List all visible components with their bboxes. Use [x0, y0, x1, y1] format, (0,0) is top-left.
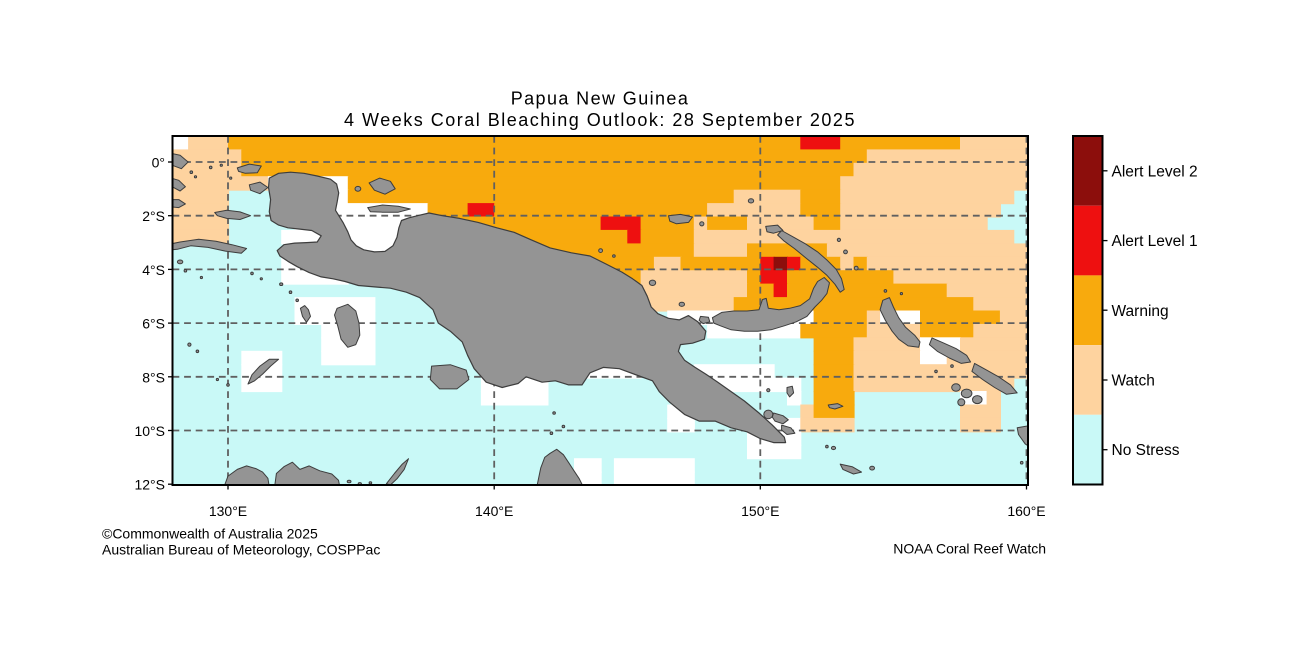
svg-text:150°E: 150°E — [741, 503, 779, 519]
svg-text:160°E: 160°E — [1007, 503, 1045, 519]
svg-text:4°S: 4°S — [142, 262, 165, 278]
svg-text:8°S: 8°S — [142, 369, 165, 385]
svg-text:130°E: 130°E — [209, 503, 247, 519]
svg-text:4 Weeks Coral Bleaching Outloo: 4 Weeks Coral Bleaching Outlook: 28 Sept… — [344, 110, 856, 130]
svg-text:No Stress: No Stress — [1112, 442, 1180, 459]
svg-text:2°S: 2°S — [142, 208, 165, 224]
svg-text:6°S: 6°S — [142, 316, 165, 332]
svg-text:Warning: Warning — [1112, 303, 1169, 320]
svg-text:Alert Level 1: Alert Level 1 — [1112, 233, 1198, 250]
svg-text:Watch: Watch — [1112, 373, 1155, 390]
svg-text:Papua New Guinea: Papua New Guinea — [511, 89, 690, 109]
svg-text:Australian Bureau of Meteorolo: Australian Bureau of Meteorology, COSPPa… — [102, 542, 380, 558]
svg-text:NOAA Coral Reef Watch: NOAA Coral Reef Watch — [893, 541, 1046, 557]
svg-text:Alert Level 2: Alert Level 2 — [1112, 163, 1198, 180]
svg-text:140°E: 140°E — [475, 503, 513, 519]
svg-text:12°S: 12°S — [134, 477, 165, 493]
svg-text:0°: 0° — [152, 155, 165, 171]
svg-text:10°S: 10°S — [134, 423, 165, 439]
svg-text:©Commonwealth of Australia 202: ©Commonwealth of Australia 2025 — [102, 526, 318, 542]
